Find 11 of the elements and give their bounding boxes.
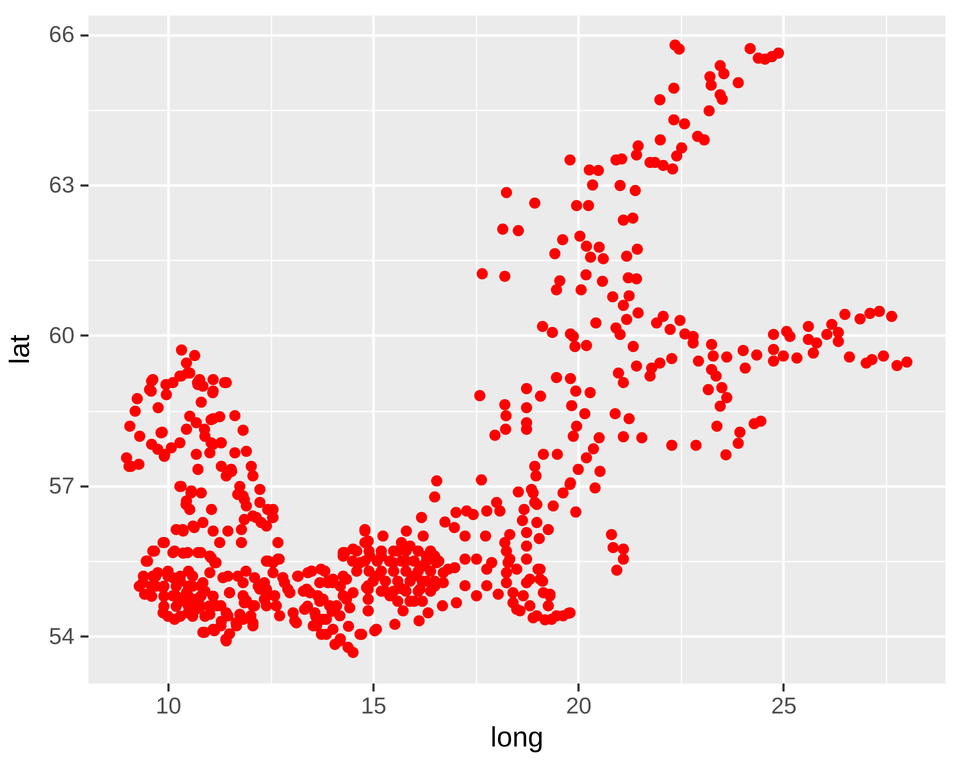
x-tick-label: 15: [360, 692, 386, 718]
y-tick-label: 66: [48, 21, 74, 48]
x-tick-label: 25: [771, 692, 797, 718]
x-tick-label: 20: [566, 692, 592, 718]
y-tick-label: 63: [48, 172, 74, 198]
y-tick-label: 57: [48, 472, 74, 498]
y-axis-title: lat: [4, 334, 35, 364]
y-tick-label: 54: [48, 622, 75, 649]
x-tick-label: 10: [156, 692, 182, 718]
y-tick-label: 60: [48, 322, 74, 348]
x-axis-title: long: [490, 722, 544, 752]
